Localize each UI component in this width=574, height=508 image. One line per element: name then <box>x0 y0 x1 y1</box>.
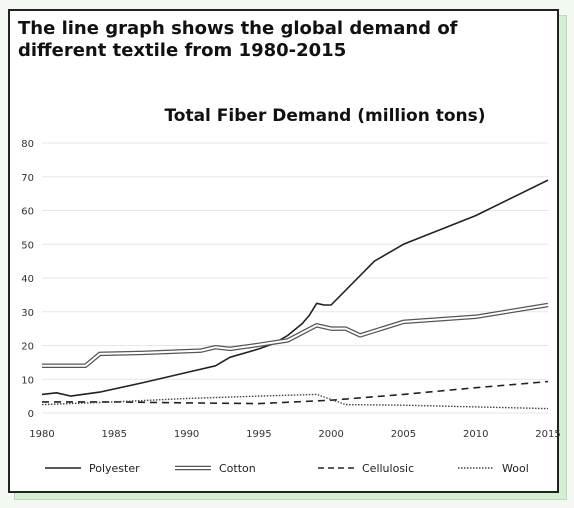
y-tick-label: 30 <box>21 308 34 319</box>
cotton-series-line <box>42 302 549 369</box>
cotton-series-line-inner <box>42 304 549 367</box>
x-tick-label: 2000 <box>318 429 343 440</box>
legend-label-polyester: Polyester <box>89 462 140 475</box>
x-tick-label: 1985 <box>102 429 127 440</box>
y-tick-label: 20 <box>21 342 34 353</box>
x-tick-label: 2010 <box>463 429 488 440</box>
polyester-series-line <box>41 179 549 397</box>
legend-label-cotton: Cotton <box>219 462 256 475</box>
x-tick-label: 1980 <box>29 429 54 440</box>
y-tick-label: 40 <box>21 274 34 285</box>
x-tick-label: 1990 <box>174 429 199 440</box>
x-tick-label: 2005 <box>391 429 416 440</box>
y-tick-label: 70 <box>21 173 34 184</box>
y-tick-label: 60 <box>21 207 34 218</box>
page-heading: The line graph shows the global demand o… <box>18 18 458 61</box>
cellulosic-series-line <box>42 380 549 405</box>
x-tick-label: 2015 <box>535 429 560 440</box>
y-tick-label: 0 <box>28 409 34 420</box>
y-tick-label: 10 <box>21 375 34 386</box>
legend-label-wool: Wool <box>502 462 529 475</box>
legend-label-cellulosic: Cellulosic <box>362 462 414 475</box>
chart-title: Total Fiber Demand (million tons) <box>164 106 485 126</box>
chart-card <box>8 9 559 493</box>
wool-series-line <box>41 393 549 410</box>
y-tick-label: 80 <box>21 139 34 150</box>
x-tick-label: 1995 <box>246 429 271 440</box>
y-tick-label: 50 <box>21 240 34 251</box>
